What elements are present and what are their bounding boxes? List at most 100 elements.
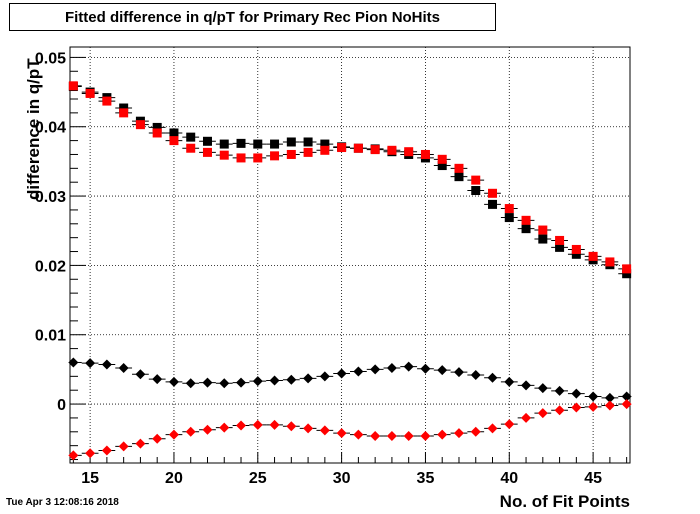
data-point: [504, 204, 514, 214]
data-point: [135, 369, 146, 380]
data-point: [622, 264, 632, 274]
data-point: [101, 445, 112, 456]
data-point: [186, 143, 196, 153]
x-tick-label: 45: [584, 470, 602, 487]
data-point: [320, 139, 330, 149]
data-point: [621, 391, 632, 402]
axes-layer: 15 20 25 30 35 40 45 0 0.01 0.02 0.03 0.04 0.05: [35, 46, 631, 487]
data-point: [303, 137, 313, 147]
data-point: [604, 392, 615, 403]
data-point: [454, 172, 464, 182]
series-2: [68, 357, 632, 403]
y-tick-label: 0.01: [35, 328, 66, 345]
data-point: [621, 399, 632, 410]
data-point: [319, 371, 330, 382]
data-point: [168, 429, 179, 440]
data-point: [538, 234, 548, 244]
data-point: [219, 150, 229, 160]
data-point: [571, 244, 581, 254]
data-point: [253, 139, 263, 149]
data-point: [236, 138, 246, 148]
data-point: [68, 357, 79, 368]
data-point: [337, 143, 347, 153]
data-point: [437, 154, 447, 164]
data-point: [135, 120, 145, 130]
timestamp: Tue Apr 3 12:08:16 2018: [6, 497, 119, 508]
data-point: [554, 385, 565, 396]
data-point: [537, 383, 548, 394]
data-point: [152, 374, 163, 385]
data-point: [185, 378, 196, 389]
data-point: [588, 391, 599, 402]
data-point: [604, 400, 615, 411]
data-point: [102, 96, 112, 106]
data-point: [538, 225, 548, 235]
data-point: [521, 412, 532, 423]
data-point: [320, 145, 330, 155]
data-point: [571, 249, 581, 259]
data-point: [386, 363, 397, 374]
data-point: [470, 369, 481, 380]
data-point: [270, 151, 280, 161]
data-point: [605, 257, 615, 267]
data-point: [202, 147, 212, 157]
data-point: [437, 161, 447, 171]
data-point: [453, 428, 464, 439]
data-point: [169, 136, 179, 146]
data-point: [386, 430, 397, 441]
data-point: [403, 430, 414, 441]
data-point: [186, 132, 196, 142]
data-point: [420, 363, 431, 374]
data-point: [286, 374, 297, 385]
data-point: [588, 401, 599, 412]
data-point: [487, 423, 498, 434]
data-point: [504, 419, 515, 430]
data-point: [101, 359, 112, 370]
data-point: [471, 175, 481, 185]
data-point: [236, 153, 246, 163]
data-point: [270, 139, 280, 149]
data-point: [370, 145, 380, 155]
data-point: [336, 368, 347, 379]
data-point: [622, 269, 632, 279]
data-point: [571, 402, 582, 413]
data-point: [471, 186, 481, 196]
data-point: [353, 143, 363, 153]
data-point: [303, 373, 314, 384]
y-tick-label: 0.04: [35, 120, 66, 137]
data-point: [169, 128, 179, 138]
data-point: [521, 215, 531, 225]
data-point: [437, 365, 448, 376]
data-point: [152, 122, 162, 132]
data-point: [370, 364, 381, 375]
data-point: [336, 428, 347, 439]
data-point: [68, 450, 79, 461]
data-point: [236, 377, 247, 388]
data-point: [118, 363, 129, 374]
data-point: [85, 88, 95, 98]
x-tick-label: 15: [81, 470, 99, 487]
data-point: [454, 163, 464, 173]
y-tick-label: 0.03: [35, 189, 66, 206]
data-point: [504, 213, 514, 223]
data-point: [353, 366, 364, 377]
x-axis-label: No. of Fit Points: [499, 492, 630, 511]
data-point: [269, 419, 280, 430]
data-point: [118, 441, 129, 452]
data-point: [521, 380, 532, 391]
y-tick-label: 0.02: [35, 258, 66, 275]
x-tick-label: 25: [249, 470, 267, 487]
marks-layer: [68, 81, 632, 461]
data-point: [286, 421, 297, 432]
x-tick-label: 35: [417, 470, 435, 487]
data-point: [487, 372, 498, 383]
series-0: [68, 82, 632, 279]
data-point: [219, 139, 229, 149]
data-point: [135, 438, 146, 449]
data-point: [555, 242, 565, 252]
data-point: [387, 145, 397, 155]
data-point: [488, 188, 498, 198]
data-point: [68, 81, 78, 91]
data-point: [252, 376, 263, 387]
